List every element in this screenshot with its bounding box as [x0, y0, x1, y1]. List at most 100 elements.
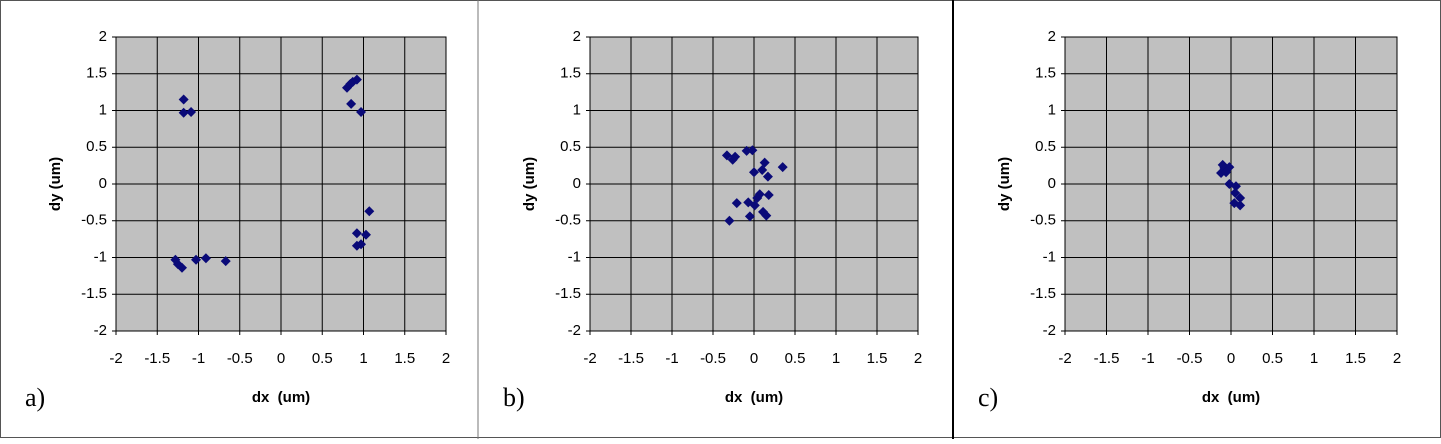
- x-tick-label: -1.5: [144, 350, 170, 367]
- x-axis-label: dx (um): [725, 389, 783, 406]
- x-tick-label: -1: [192, 350, 205, 367]
- plot-border: [115, 36, 447, 332]
- y-tick-label: 0: [573, 175, 581, 192]
- point: [749, 167, 759, 178]
- x-tick-label: -2: [109, 350, 122, 367]
- point: [364, 206, 375, 217]
- point: [730, 151, 741, 162]
- y-tick-label: -2: [94, 322, 107, 339]
- y-tick-label: 0.5: [86, 138, 107, 155]
- y-tick-label: -1: [568, 248, 581, 265]
- point: [744, 211, 755, 222]
- point: [731, 198, 742, 209]
- x-tick-label: 1: [359, 350, 367, 367]
- y-tick-label: -0.5: [555, 212, 581, 229]
- plot-border: [589, 36, 919, 332]
- x-tick-label: -1: [1141, 350, 1154, 367]
- plot-border: [1064, 36, 1398, 332]
- y-tick-label: -2: [568, 322, 581, 339]
- x-axis-label: dx (um): [252, 389, 310, 406]
- point: [178, 94, 189, 105]
- y-axis-label: dy (um): [521, 157, 538, 211]
- x-tick-label: -1.5: [618, 350, 644, 367]
- point: [721, 150, 732, 161]
- y-tick-label: -1: [1043, 248, 1056, 265]
- panel-label: a): [25, 383, 45, 412]
- x-tick-label: -2: [1058, 350, 1071, 367]
- y-tick-label: -1: [94, 248, 107, 265]
- x-tick-label: -1.5: [1094, 350, 1120, 367]
- x-tick-label: 1.5: [867, 350, 888, 367]
- y-tick-label: 2: [99, 28, 107, 45]
- point: [1230, 187, 1241, 198]
- point: [747, 145, 758, 156]
- y-tick-label: 1.5: [560, 65, 581, 82]
- x-tick-label: -2: [583, 350, 596, 367]
- point: [763, 190, 774, 201]
- point: [360, 229, 371, 240]
- x-tick-label: 1.5: [394, 350, 415, 367]
- point: [1230, 181, 1241, 192]
- x-tick-label: 0: [277, 350, 285, 367]
- point: [191, 254, 202, 265]
- y-tick-label: 0.5: [560, 138, 581, 155]
- x-tick-label: 1: [832, 350, 840, 367]
- point: [178, 107, 189, 118]
- y-axis-label: dy (um): [996, 157, 1013, 211]
- point: [1235, 192, 1246, 203]
- point: [749, 200, 760, 211]
- y-tick-label: -0.5: [1030, 212, 1056, 229]
- y-tick-label: 2: [1048, 28, 1056, 45]
- point: [351, 228, 362, 239]
- x-tick-label: 0: [750, 350, 758, 367]
- point: [1221, 167, 1232, 178]
- point: [220, 256, 231, 267]
- point: [1235, 200, 1246, 211]
- point: [741, 145, 752, 156]
- x-tick-label: 0.5: [312, 350, 333, 367]
- point: [351, 74, 362, 85]
- y-tick-label: -0.5: [81, 212, 107, 229]
- panel-label: c): [978, 383, 998, 412]
- y-tick-label: -2: [1043, 322, 1056, 339]
- x-tick-label: 2: [1393, 350, 1401, 367]
- x-tick-label: -0.5: [227, 350, 253, 367]
- x-tick-label: 2: [442, 350, 450, 367]
- x-tick-label: 1.5: [1345, 350, 1366, 367]
- point: [724, 215, 735, 226]
- point: [761, 210, 772, 221]
- point: [754, 189, 765, 200]
- x-tick-label: 0: [1227, 350, 1235, 367]
- y-axis-label: dy (um): [47, 157, 64, 211]
- x-tick-label: -1: [665, 350, 678, 367]
- y-tick-label: -1.5: [1030, 285, 1056, 302]
- x-tick-label: 2: [914, 350, 922, 367]
- y-tick-label: -1.5: [81, 285, 107, 302]
- point: [200, 253, 211, 264]
- y-tick-label: 1: [1048, 101, 1056, 118]
- point: [186, 106, 197, 117]
- x-tick-label: -0.5: [1177, 350, 1203, 367]
- y-tick-label: 0.5: [1035, 138, 1056, 155]
- x-tick-label: 0.5: [785, 350, 806, 367]
- x-tick-label: 1: [1310, 350, 1318, 367]
- point: [1217, 159, 1228, 170]
- point: [762, 171, 773, 182]
- y-tick-label: 2: [573, 28, 581, 45]
- panel-label: b): [503, 383, 525, 412]
- point: [356, 106, 367, 117]
- point: [356, 239, 367, 250]
- y-tick-label: 1.5: [1035, 65, 1056, 82]
- y-tick-label: 1.5: [86, 65, 107, 82]
- point: [177, 262, 187, 273]
- y-tick-label: -1.5: [555, 285, 581, 302]
- point: [777, 162, 788, 173]
- y-tick-label: 0: [1048, 175, 1056, 192]
- point: [757, 165, 768, 176]
- y-tick-label: 0: [99, 175, 107, 192]
- x-axis-label: dx (um): [1202, 389, 1260, 406]
- x-tick-label: 0.5: [1262, 350, 1283, 367]
- x-tick-label: -0.5: [700, 350, 726, 367]
- y-tick-label: 1: [573, 101, 581, 118]
